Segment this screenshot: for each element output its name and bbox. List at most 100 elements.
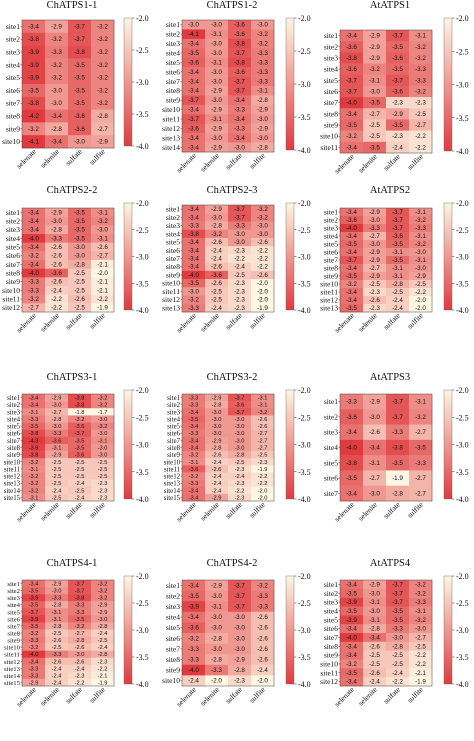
heatmap-cell [68, 636, 92, 644]
heatmap-cell [228, 279, 252, 288]
panel-title: AtATPS1 [370, 0, 410, 11]
heatmap-cell [68, 225, 92, 235]
colorbar-tick-label: -3.0 [298, 80, 311, 89]
cell-value-label: -2.0 [257, 678, 268, 685]
cell-value-label: -3.1 [29, 495, 39, 501]
heatmap-cell [68, 303, 92, 313]
cell-value-label: -3.3 [234, 125, 245, 132]
row-label: site11 [320, 288, 338, 297]
row-label: site12 [4, 659, 20, 666]
heatmap-cell [386, 224, 410, 233]
row-label: site1 [324, 580, 338, 589]
colorbar-tick-label: -3.0 [456, 81, 469, 90]
heatmap-cell [91, 415, 115, 423]
heatmap-cell [251, 472, 275, 480]
heatmap-cell [205, 436, 229, 445]
row-label: site6 [166, 634, 180, 643]
cell-value-label: -2.4 [52, 666, 62, 672]
heatmap-cell [386, 606, 410, 616]
heatmap-cell [91, 580, 115, 588]
heatmap-cell [251, 590, 275, 602]
row-label: site13 [320, 304, 338, 313]
cell-value-label: -2.9 [369, 209, 380, 216]
panel-title: ChATPS4-2 [207, 558, 258, 569]
cell-value-label: -3.5 [74, 218, 85, 225]
heatmap-cell [228, 436, 252, 445]
cell-value-label: -2.6 [257, 239, 268, 246]
cell-value-label: -3.0 [98, 453, 108, 459]
cell-value-label: -3.3 [392, 429, 403, 436]
cell-value-label: -3.0 [234, 625, 245, 632]
heatmap-cell [340, 606, 364, 616]
panel-title: ChATPS3-2 [207, 372, 258, 383]
cell-value-label: -3.3 [257, 604, 268, 611]
cell-value-label: -2.4 [52, 680, 62, 686]
row-label: site14 [4, 488, 21, 495]
cell-value-label: -3.7 [392, 414, 403, 421]
heatmap-cell [68, 650, 92, 659]
cell-value-label: -3.5 [392, 241, 403, 248]
heatmap-cell [68, 394, 92, 402]
cell-value-label: -2.3 [235, 481, 245, 487]
cell-value-label: -2.8 [51, 126, 62, 133]
heatmap-cell [251, 246, 275, 255]
heatmap-cell [340, 394, 364, 410]
heatmap-cell [251, 394, 275, 402]
cell-value-label: -3.3 [189, 481, 199, 487]
cell-value-label: -3.3 [257, 69, 268, 76]
heatmap-cell [228, 86, 252, 96]
heatmap-cell [251, 415, 275, 423]
heatmap-cell [45, 401, 69, 409]
cell-value-label: -3.5 [74, 227, 85, 234]
heatmap-cell [22, 208, 46, 217]
heatmap-cell [340, 597, 364, 607]
cell-value-label: -2.9 [51, 209, 62, 216]
heatmap-cell [45, 601, 69, 609]
cell-value-label: -3.0 [257, 231, 268, 238]
heatmap-cell [386, 232, 410, 241]
cell-value-label: -3.4 [346, 265, 357, 272]
cell-value-label: -2.8 [235, 453, 245, 459]
cell-value-label: -3.3 [188, 657, 199, 664]
cell-value-label: -2.5 [52, 474, 62, 480]
cell-value-label: -2.2 [258, 474, 268, 480]
column-label: selenate [14, 500, 38, 524]
cell-value-label: -3.0 [234, 614, 245, 621]
cell-value-label: -2.0 [415, 297, 426, 304]
cell-value-label: -3.0 [74, 139, 85, 146]
row-label: site11 [4, 466, 20, 473]
cell-value-label: -3.2 [97, 36, 108, 43]
heatmap-cell [22, 251, 46, 261]
cell-value-label: -3.8 [28, 100, 39, 107]
row-label: site5 [324, 458, 338, 467]
row-label: site10 [320, 659, 338, 668]
heatmap-cell [68, 678, 92, 687]
heatmap-cell [340, 668, 364, 678]
heatmap-cell [45, 216, 69, 226]
cell-value-label: -3.1 [211, 31, 222, 38]
colorbar-tick-label: -2.5 [136, 413, 149, 422]
row-label: site4 [166, 49, 180, 58]
heatmap-cell [228, 394, 252, 402]
heatmap-cell [363, 580, 387, 590]
heatmap-cell [22, 678, 46, 687]
heatmap-cell [22, 643, 46, 651]
cell-value-label: -2.6 [51, 279, 62, 286]
heatmap-cell [251, 221, 275, 230]
cell-value-label: -3.0 [51, 218, 62, 225]
row-label: site3 [167, 409, 180, 416]
heatmap-frame [339, 393, 433, 502]
cell-value-label: -3.2 [98, 589, 108, 595]
cell-value-label: -2.0 [258, 495, 268, 501]
heatmap-cell [45, 493, 69, 502]
heatmap-cell [386, 208, 410, 217]
cell-value-label: -3.8 [392, 445, 403, 452]
heatmap-cell [91, 493, 115, 502]
heatmap-cell [409, 30, 433, 42]
cell-value-label: -3.7 [234, 604, 245, 611]
cell-value-label: -3.5 [75, 617, 85, 623]
panel-title: ChATPS4-1 [47, 558, 98, 569]
heatmap-cell [363, 264, 387, 273]
cell-value-label: -2.6 [211, 280, 222, 287]
